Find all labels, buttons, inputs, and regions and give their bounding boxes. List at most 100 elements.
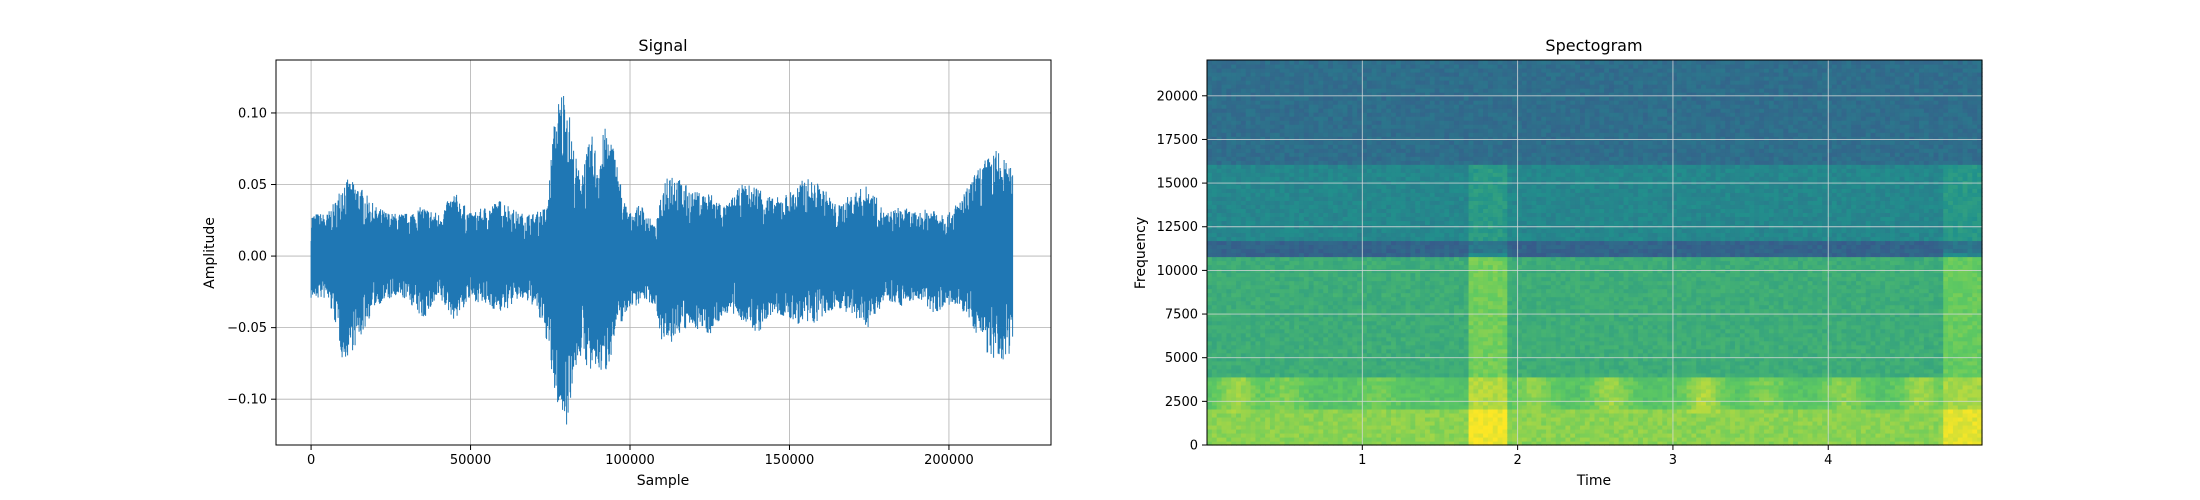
spectrogram-cell [1362,296,1368,302]
spectrogram-cell [1415,116,1421,121]
spectrogram-cell [1323,432,1329,438]
spectrogram-cell [1381,396,1387,402]
spectrogram-cell [1342,96,1349,101]
spectrogram-cell [1415,284,1421,290]
spectrogram-cell [1279,340,1286,346]
spectrogram-cell [1226,352,1232,358]
spectrogram-cell [1207,340,1213,346]
spectrogram-cell [1211,236,1218,242]
spectrogram-cell [1207,304,1213,310]
spectrogram-cell [1236,328,1242,334]
spectrogram-cell [1420,396,1426,402]
spectrogram-cell [1424,392,1431,398]
spectrogram-cell [1371,336,1378,342]
spectrogram-cell [1211,188,1218,193]
spectrogram-cell [1216,380,1223,386]
spectrogram-cell [1294,72,1300,77]
spectrogram-cell [1337,80,1344,85]
spectrogram-cell [1391,344,1397,350]
spectrogram-cell [1289,368,1295,374]
spectrogram-cell [1357,404,1363,410]
spectrogram-cell [1400,320,1407,326]
spectrogram-cell [1308,300,1315,306]
spectrogram-cell [1299,388,1305,394]
spectrogram-cell [1236,132,1242,137]
spectrogram-cell [1265,116,1271,121]
spectrogram-cell [1342,344,1349,350]
spectrogram-cell [1415,308,1421,314]
spectrogram-cell [1424,208,1431,213]
spectrogram-cell [1439,108,1445,113]
spectrogram-cell [1231,276,1237,282]
spectrogram-cell [1240,252,1247,258]
spectrogram-cell [1221,328,1227,334]
spectrogram-cell [1289,408,1295,414]
spectrogram-cell [1342,404,1349,410]
spectrogram-cell [1434,416,1441,422]
spectrogram-cell [1274,348,1281,354]
spectrogram-cell [1245,144,1252,149]
spectrogram-cell [1211,100,1218,105]
spectrogram-cell [1245,72,1252,77]
spectrogram-cell [1376,264,1382,270]
spectrogram-cell [1313,100,1319,105]
spectrogram-cell [1318,236,1324,242]
spectrogram-cell [1313,256,1319,262]
spectrogram-cell [1226,272,1232,278]
spectrogram-cell [1240,84,1247,89]
spectrogram-cell [1265,380,1271,386]
spectrogram-cell [1221,96,1227,101]
spectrogram-cell [1216,180,1223,185]
spectrogram-cell [1371,432,1378,438]
spectrogram-cell [1211,220,1218,226]
spectrogram-cell [1381,348,1387,354]
spectrogram-cell [1332,416,1339,422]
spectrogram-cell [1323,80,1329,85]
spectrogram-cell [1332,196,1339,201]
spectrogram-cell [1313,116,1319,121]
spectrogram-cell [1236,184,1242,189]
spectrogram-cell [1274,400,1281,406]
spectrogram-cell [1444,380,1450,386]
spectrogram-cell [1313,164,1319,169]
spectrogram-cell [1274,256,1281,262]
spectrogram-cell [1207,364,1213,370]
spectrogram-cell [1395,164,1402,169]
spectrogram-cell [1279,60,1286,65]
spectrogram-cell [1381,412,1387,418]
spectrogram-cell [1318,228,1324,234]
spectrogram-cell [1434,236,1441,242]
spectrogram-cell [1352,172,1358,177]
spectrogram-cell [1342,84,1349,89]
spectrogram-cell [1429,404,1436,410]
spectrogram-cell [1357,364,1363,370]
spectrogram-cell [1313,404,1319,410]
spectrogram-cell [1371,144,1378,149]
spectrogram-cell [1226,76,1232,81]
spectrogram-cell [1303,320,1310,326]
spectrogram-cell [1323,212,1329,218]
spectrogram-cell [1240,288,1247,294]
spectrogram-cell [1410,140,1416,145]
spectrogram-cell [1250,328,1257,334]
spectrogram-cell [1395,384,1402,390]
spectrogram-cell [1444,164,1450,169]
spectrogram-cell [1366,356,1373,362]
spectrogram-cell [1400,220,1407,226]
spectrogram-cell [1323,352,1329,358]
spectrogram-cell [1323,260,1329,266]
spectrogram-cell [1400,188,1407,193]
spectrogram-cell [1410,168,1416,173]
spectrogram-cell [1236,292,1242,298]
spectrogram-cell [1279,144,1286,149]
spectrogram-cell [1420,152,1426,157]
spectrogram-cell [1347,320,1353,326]
spectrogram-cell [1371,396,1378,402]
spectrogram-cell [1429,356,1436,362]
spectrogram-cell [1269,280,1276,286]
spectrogram-cell [1207,64,1213,69]
spectrogram-cell [1429,308,1436,314]
spectrogram-cell [1284,368,1290,374]
spectrogram-cell [1269,96,1276,101]
spectrogram-cell [1347,208,1353,213]
